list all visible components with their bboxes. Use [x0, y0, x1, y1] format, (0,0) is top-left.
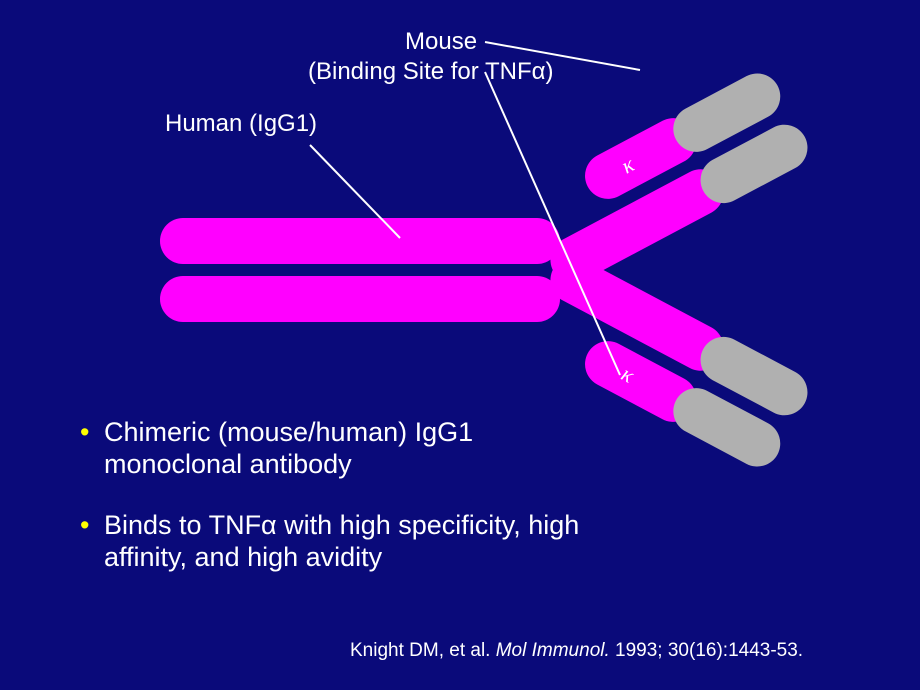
citation-post: 1993; 30(16):1443-53. [610, 640, 803, 661]
label-mouse-1: Mouse [405, 28, 477, 56]
bullet-list: Chimeric (mouse/human) IgG1 monoclonal a… [40, 416, 600, 602]
label-human: Human (IgG1) [165, 110, 317, 138]
bullet-1: Chimeric (mouse/human) IgG1 monoclonal a… [80, 416, 600, 481]
label-mouse-2: (Binding Site for TNFα) [308, 58, 554, 86]
citation-ital: Mol Immunol. [496, 640, 610, 661]
citation: Knight DM, et al. Mol Immunol. 1993; 30(… [350, 640, 803, 662]
bullet-2: Binds to TNFα with high specificity, hig… [80, 509, 600, 574]
citation-pre: Knight DM, et al. [350, 640, 496, 661]
